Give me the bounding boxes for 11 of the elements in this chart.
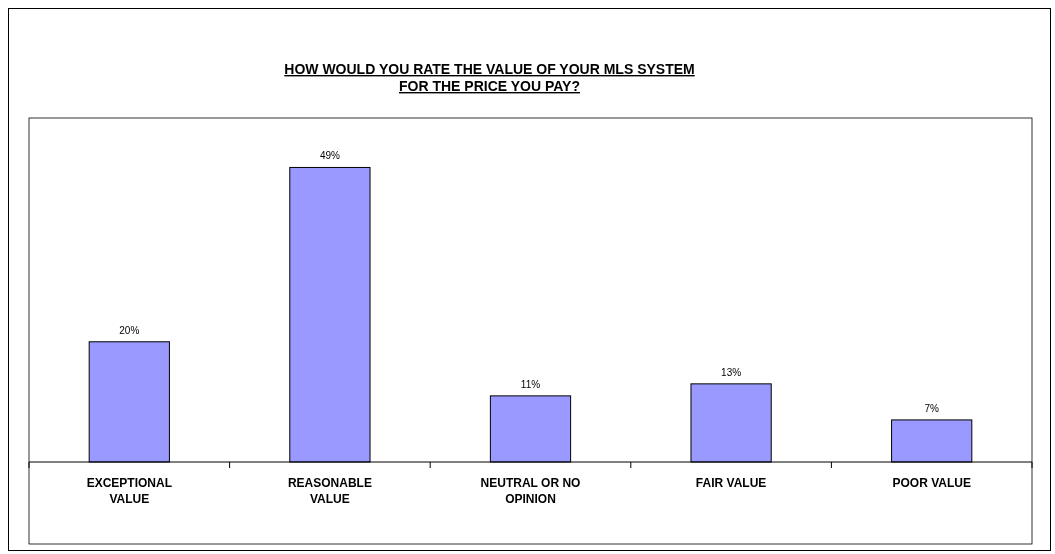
x-tick-label: FAIR VALUE (695, 476, 767, 490)
x-tick-label: REASONABLE VALUE (287, 476, 372, 506)
data-label: 49% (319, 150, 341, 162)
chart-title: HOW WOULD YOU RATE THE VALUE OF YOUR MLS SYSTEM FOR THE PRICE YOU PAY? (284, 61, 695, 94)
data-label: 11% (520, 378, 541, 390)
data-label: 7% (924, 402, 940, 414)
x-tick-label: NEUTRAL OR NO OPINION (480, 476, 581, 506)
data-label: 13% (721, 366, 742, 378)
x-tick-label: POOR VALUE (892, 476, 971, 490)
x-tick-label: EXCEPTIONAL VALUE (86, 476, 172, 506)
data-label: 20% (119, 324, 140, 336)
